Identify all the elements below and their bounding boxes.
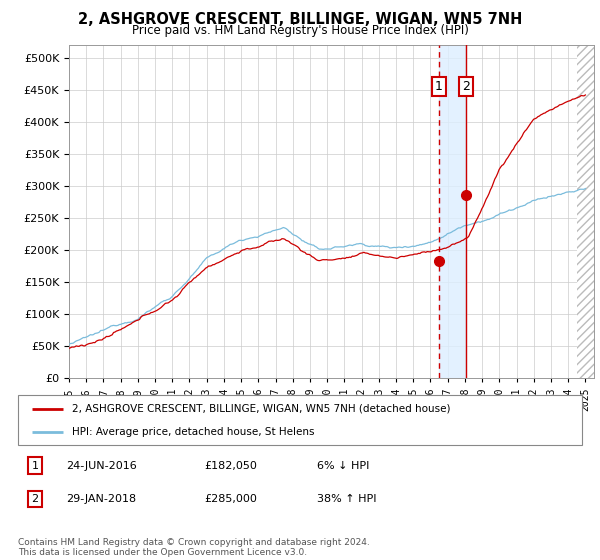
Text: 1: 1: [435, 80, 443, 93]
Text: Contains HM Land Registry data © Crown copyright and database right 2024.
This d: Contains HM Land Registry data © Crown c…: [18, 538, 370, 557]
Text: 24-JUN-2016: 24-JUN-2016: [66, 460, 137, 470]
Text: £182,050: £182,050: [204, 460, 257, 470]
Text: 2: 2: [31, 494, 38, 504]
Text: 2: 2: [463, 80, 470, 93]
FancyBboxPatch shape: [18, 395, 582, 445]
Text: HPI: Average price, detached house, St Helens: HPI: Average price, detached house, St H…: [71, 427, 314, 437]
Bar: [439, 45, 466, 378]
Text: £285,000: £285,000: [204, 494, 257, 504]
Text: 2, ASHGROVE CRESCENT, BILLINGE, WIGAN, WN5 7NH (detached house): 2, ASHGROVE CRESCENT, BILLINGE, WIGAN, W…: [71, 404, 450, 414]
Text: 29-JAN-2018: 29-JAN-2018: [66, 494, 136, 504]
Text: Price paid vs. HM Land Registry's House Price Index (HPI): Price paid vs. HM Land Registry's House …: [131, 24, 469, 36]
Text: 38% ↑ HPI: 38% ↑ HPI: [317, 494, 376, 504]
Text: 6% ↓ HPI: 6% ↓ HPI: [317, 460, 369, 470]
Text: 1: 1: [31, 460, 38, 470]
Bar: [577, 45, 600, 378]
Text: 2, ASHGROVE CRESCENT, BILLINGE, WIGAN, WN5 7NH: 2, ASHGROVE CRESCENT, BILLINGE, WIGAN, W…: [78, 12, 522, 27]
